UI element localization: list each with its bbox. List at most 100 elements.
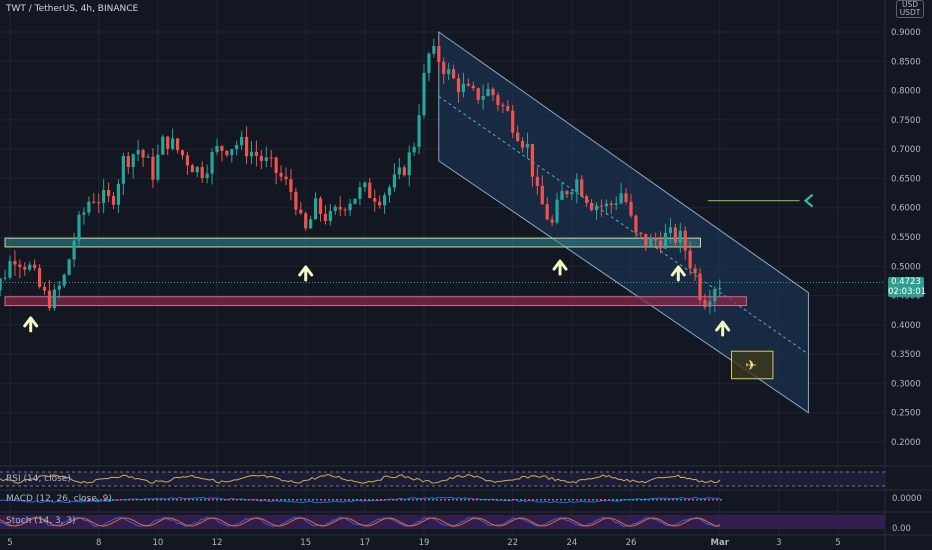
candle-body <box>535 176 539 186</box>
macd-histogram-bar <box>188 499 190 501</box>
macd-histogram-bar <box>532 499 534 501</box>
macd-histogram-bar <box>720 499 722 501</box>
macd-histogram-bar <box>492 499 494 501</box>
macd-histogram-bar <box>632 499 634 501</box>
candle-body <box>678 230 682 243</box>
candle-body <box>97 202 101 204</box>
candle-body <box>663 232 668 249</box>
macd-histogram-bar <box>388 499 390 501</box>
macd-histogram-bar <box>584 499 586 501</box>
candle-body <box>210 152 214 174</box>
candle-body <box>28 264 32 270</box>
candle-body <box>589 202 594 211</box>
currency-selector[interactable]: USD USDT <box>896 0 924 18</box>
candle-body <box>185 155 190 166</box>
macd-histogram-bar <box>496 499 498 501</box>
rsi-legend[interactable]: RSI (14, close) <box>6 474 71 484</box>
macd-histogram-bar <box>424 499 426 501</box>
y-tick-label: 0.3000 <box>891 379 921 389</box>
macd-histogram-bar <box>484 499 486 501</box>
candle-body <box>698 273 702 301</box>
macd-histogram-bar <box>568 499 570 501</box>
arrow-up-icon <box>715 320 731 337</box>
indicator-panes <box>0 465 932 536</box>
macd-histogram-bar <box>696 499 698 501</box>
macd-histogram-bar <box>204 499 206 501</box>
macd-histogram-bar <box>368 499 370 501</box>
candle-body <box>299 209 303 214</box>
macd-histogram-bar <box>108 499 110 501</box>
macd-histogram-bar <box>684 499 686 501</box>
macd-histogram-bar <box>264 499 266 501</box>
macd-histogram-bar <box>416 499 418 501</box>
candle-body <box>673 227 677 243</box>
symbol-title[interactable]: TWT / TetherUS, 4h, BINANCE <box>6 4 139 14</box>
macd-histogram-bar <box>96 499 98 501</box>
candle-body <box>106 190 111 196</box>
macd-histogram-bar <box>580 499 582 501</box>
stoch-k-line <box>0 516 721 528</box>
candle-body <box>614 203 618 205</box>
time-axis: 5 8 10 12 15 17 19 22 24 26 Mar 3 5 <box>7 538 840 548</box>
candle-body <box>456 78 461 93</box>
macd-histogram-bar <box>224 499 226 501</box>
candle-body <box>718 287 722 290</box>
bar-countdown: 02:03:01 <box>888 287 927 297</box>
x-tick-label: 5 <box>7 538 12 548</box>
candle-body <box>387 187 392 196</box>
candle-body <box>343 209 347 211</box>
candle-body <box>565 191 569 195</box>
candle-body <box>461 83 466 93</box>
candle-body <box>333 206 337 212</box>
macd-histogram-bar <box>300 499 302 501</box>
price-axis: 0.9000 0.8500 0.8000 0.7500 0.7000 0.6500 0.60… <box>884 0 921 550</box>
candle-body <box>683 230 687 251</box>
channel-body <box>438 31 809 414</box>
candle-body <box>304 213 308 229</box>
macd-histogram-bar <box>340 499 342 501</box>
candle-body <box>624 193 628 202</box>
stoch-legend[interactable]: Stoch (14, 3, 3) <box>6 516 76 526</box>
candle-body <box>190 165 194 173</box>
macd-histogram-bar <box>616 499 618 501</box>
candle-body <box>496 95 500 105</box>
macd-histogram-bar <box>564 499 566 501</box>
candle-body <box>382 195 387 206</box>
candle-body <box>92 201 96 203</box>
candle-body <box>688 250 692 269</box>
candle-body <box>111 195 116 205</box>
y-tick-label: 0.2000 <box>891 438 921 448</box>
macd-histogram-bar <box>348 499 350 501</box>
macd-histogram-bar <box>332 499 334 501</box>
macd-legend[interactable]: MACD (12, 26, close, 9) <box>6 494 112 504</box>
price-zones[interactable]: ✈ <box>0 193 885 380</box>
candle-body <box>713 289 717 302</box>
macd-histogram-bar <box>356 499 358 501</box>
candle-body <box>412 146 416 153</box>
macd-histogram-bar <box>100 499 102 501</box>
macd-histogram-bar <box>592 499 594 501</box>
macd-histogram-bar <box>372 499 374 501</box>
candle-body <box>3 277 7 279</box>
macd-histogram-bar <box>104 499 106 501</box>
macd-histogram-bar <box>88 499 90 501</box>
candle-body <box>703 300 707 307</box>
candle-body <box>166 136 170 149</box>
macd-histogram-bar <box>164 499 166 501</box>
descending-channel[interactable] <box>438 31 809 414</box>
macd-histogram-bar <box>148 499 150 501</box>
candle-body <box>442 61 446 75</box>
macd-histogram-bar <box>292 499 294 501</box>
arrow-up-icon <box>23 316 39 333</box>
candle-body <box>13 261 17 265</box>
macd-histogram-bar <box>688 499 690 501</box>
target-box <box>731 350 774 380</box>
candle-body <box>37 268 42 287</box>
candle-body <box>8 261 12 278</box>
candle-body <box>619 193 623 204</box>
macd-histogram-bar <box>232 499 234 501</box>
macd-histogram-bar <box>504 499 506 501</box>
macd-histogram-bar <box>668 499 670 501</box>
macd-histogram-bar <box>596 499 598 501</box>
